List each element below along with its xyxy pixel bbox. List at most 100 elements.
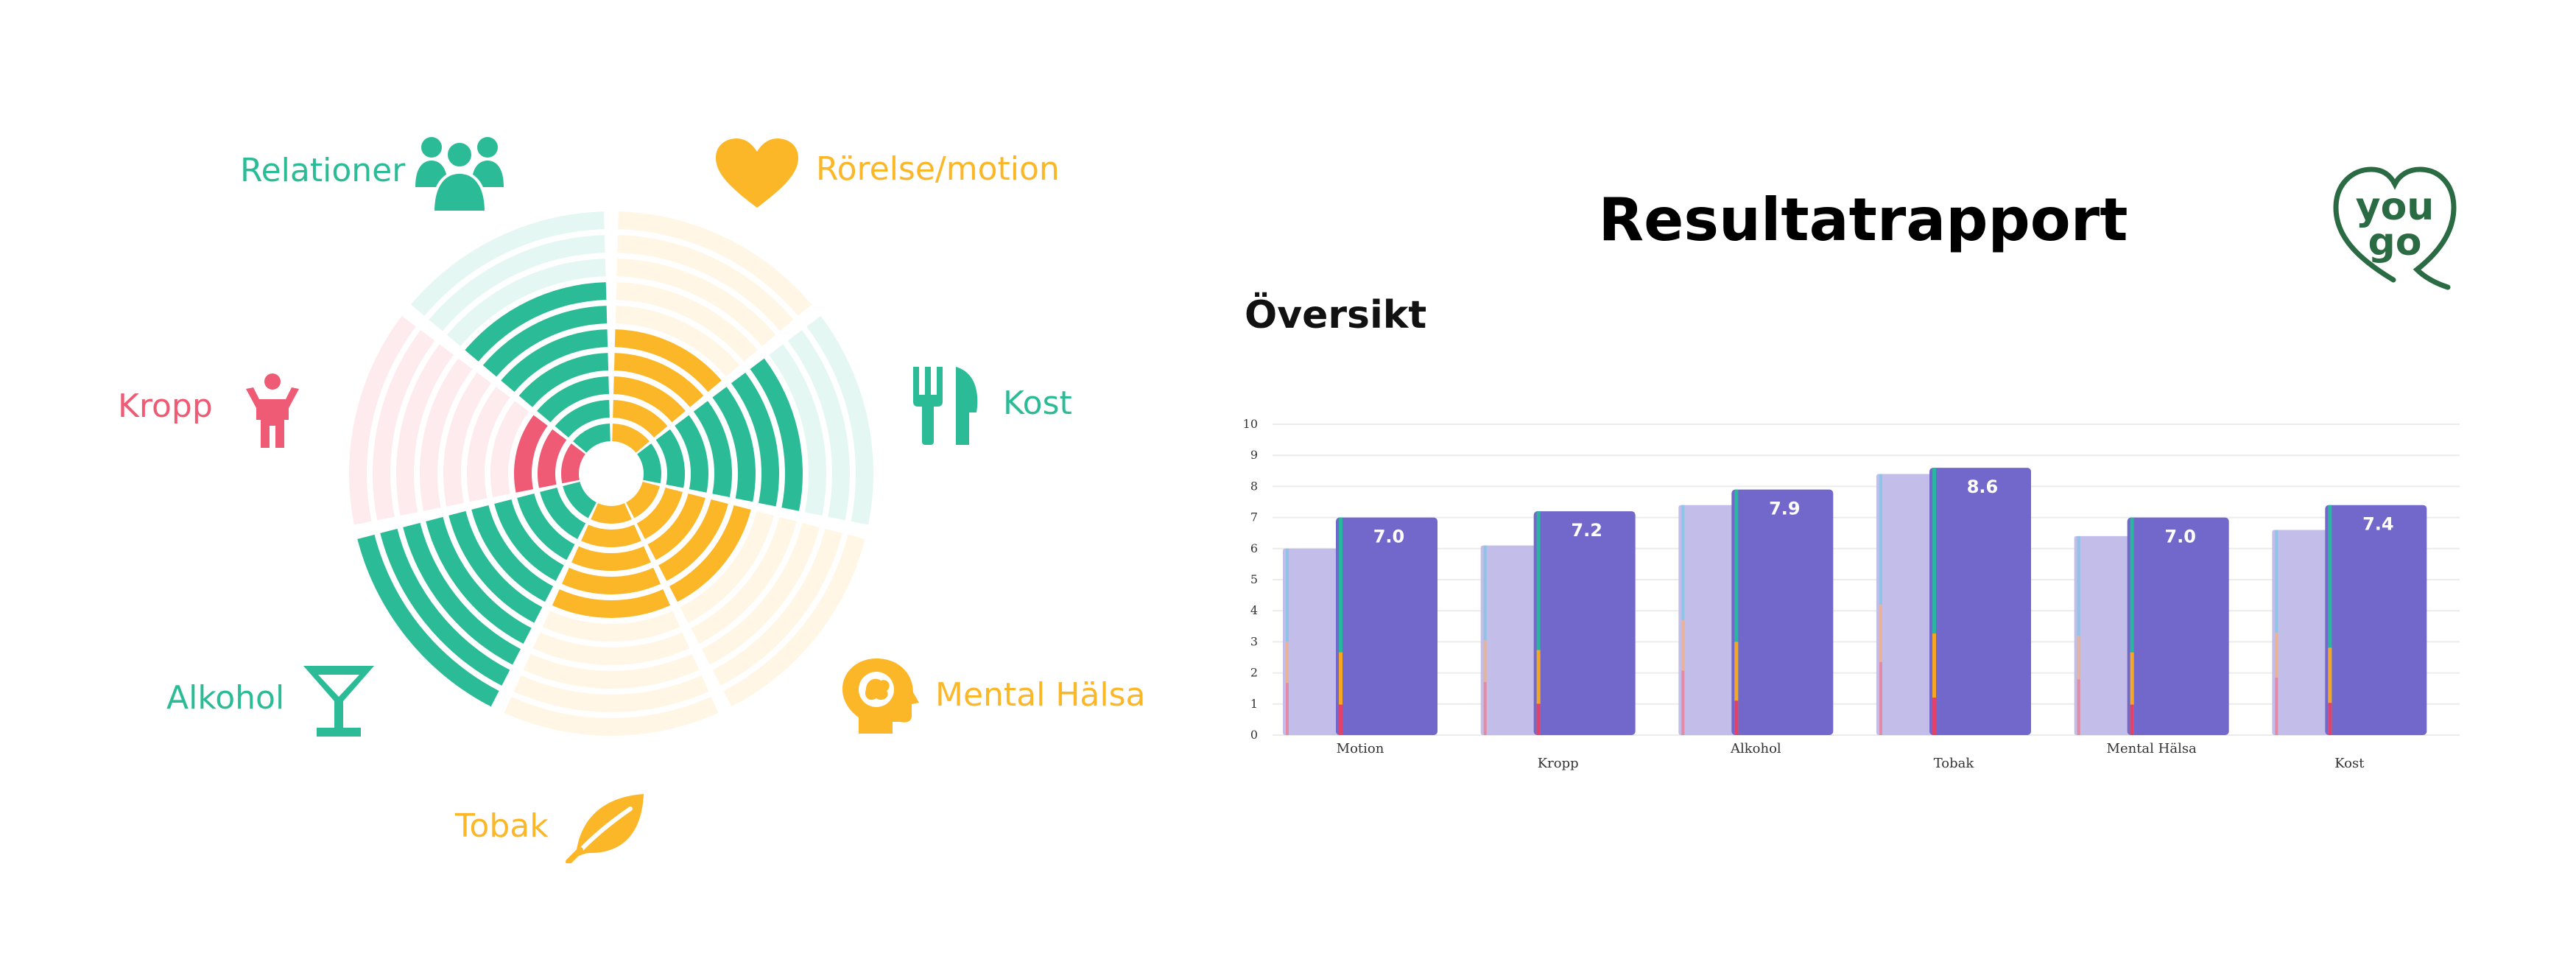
label-kropp: Kropp <box>118 387 213 425</box>
wheel-ring-empty <box>523 653 700 689</box>
wheel-ring-filled <box>581 524 641 548</box>
bar-front-stripe-base <box>1932 698 1936 735</box>
label-alkohol: Alkohol <box>166 679 285 717</box>
bar-back <box>1876 474 1934 735</box>
wheel-ring-empty <box>680 510 774 623</box>
y-tick-label: 4 <box>1250 603 1258 617</box>
wheel-ring-filled <box>637 443 661 484</box>
bar-front-stripe-inner <box>2328 647 2332 735</box>
bar-front-stripe <box>1932 468 1936 735</box>
yougo-logo: you go <box>2333 166 2457 290</box>
logo-text-you: you <box>2356 185 2435 229</box>
bar-front-stripe-inner <box>1536 650 1541 735</box>
wheel-ring-filled <box>571 546 651 571</box>
wheel-ring-filled <box>465 282 607 362</box>
y-tick-label: 6 <box>1250 541 1258 555</box>
bar-front-stripe-base <box>2130 704 2134 735</box>
x-category-label: Tobak <box>1934 756 1975 771</box>
y-tick-label: 2 <box>1250 666 1258 680</box>
label-mental-halsa: Mental Hälsa <box>935 676 1146 714</box>
wheel-ring-empty <box>410 211 605 316</box>
wheel-ring-empty <box>701 522 820 665</box>
bar-front-stripe <box>1339 517 1342 735</box>
wheel-ring-filled <box>613 376 686 423</box>
leaf-icon <box>566 794 644 863</box>
bar-back-stripe-base <box>1483 681 1487 735</box>
bar-data-label: 7.0 <box>2164 527 2196 547</box>
wheel-ring-filled <box>471 505 554 603</box>
wheel-ring-filled <box>426 516 532 644</box>
y-tick-label: 8 <box>1250 479 1258 493</box>
wheel-ring-empty <box>712 528 842 686</box>
wheel-ring-empty <box>504 697 719 736</box>
x-category-label: Mental Hälsa <box>2107 741 2197 756</box>
bar-back-stripe-base <box>1681 670 1685 735</box>
bar-front-stripe <box>1536 511 1541 735</box>
wheel-ring-filled <box>403 522 521 665</box>
x-category-label: Motion <box>1337 741 1384 756</box>
bar-front-stripe-base <box>1734 700 1739 735</box>
wheel-ring-filled <box>552 589 671 618</box>
wheel-ring-filled <box>573 424 610 453</box>
bar-front-stripe-inner <box>2130 652 2134 735</box>
bar-front-stripe <box>2130 517 2134 735</box>
bar-back <box>1283 548 1340 735</box>
bar-front <box>1929 468 2031 735</box>
person-icon <box>246 373 299 448</box>
report-title: Resultatrapport <box>1598 186 2128 254</box>
bar-back-stripe <box>2077 535 2080 735</box>
y-tick-label: 5 <box>1250 572 1258 586</box>
wheel-ring-filled <box>636 487 683 539</box>
wheel-ring-filled <box>563 481 597 519</box>
wheel-ring-filled <box>675 415 708 493</box>
wheel-ring-empty <box>443 372 492 507</box>
wheel-ring-filled <box>380 528 510 686</box>
bar-front-stripe-inner <box>1339 652 1342 735</box>
y-tick-label: 3 <box>1250 634 1258 648</box>
wheel-ring-filled <box>561 567 661 594</box>
wheel-ring-filled <box>357 534 499 707</box>
wheel-ring-filled <box>537 429 567 488</box>
wheel-ring-empty <box>615 306 740 377</box>
wheel-ring-filled <box>658 499 728 581</box>
wheel-ring-empty <box>420 358 473 511</box>
bar-data-label: 7.4 <box>2362 514 2394 535</box>
bar-back-stripe-base <box>1879 661 1882 735</box>
x-category-label: Kost <box>2334 756 2365 771</box>
label-relationer: Relationer <box>240 152 406 189</box>
wheel-ring-filled <box>613 400 668 438</box>
wheel-ring-empty <box>446 259 606 347</box>
bar-back <box>2272 530 2330 735</box>
wheel-ring-filled <box>514 415 548 493</box>
bar-data-label: 8.6 <box>1967 477 1999 497</box>
wheel-ring-filled <box>647 493 705 561</box>
wheel-ring-filled <box>518 353 609 407</box>
wheel-ring-filled <box>494 499 564 581</box>
wheel-ring-filled <box>555 400 610 438</box>
y-tick-label: 0 <box>1250 728 1258 742</box>
bar-back-stripe-base <box>1286 683 1289 735</box>
wheel-ring-empty <box>723 534 865 707</box>
fork-knife-icon <box>913 367 978 445</box>
wheel-ring-empty <box>769 344 826 516</box>
overview-bar-chart: 0 1 2 3 4 5 6 7 8 9 10 7.0 Motion 7.2 Kropp 7.9 Alkohol 8… <box>1243 417 2460 771</box>
bar-front <box>1533 511 1636 735</box>
x-category-label: Kropp <box>1538 756 1579 771</box>
wheel-ring-empty <box>532 632 690 666</box>
wheel-ring-empty <box>691 516 797 644</box>
wheel-ring-empty <box>616 282 758 362</box>
bar-front <box>2127 517 2229 735</box>
wheel-ring-empty <box>806 315 874 525</box>
bar-back <box>1480 545 1538 735</box>
wheel-ring-empty <box>467 387 510 502</box>
bar-back <box>2074 535 2132 735</box>
wheel-ring-filled <box>612 424 650 453</box>
bar-back-stripe-base <box>2275 678 2278 735</box>
bar-front <box>1336 517 1437 735</box>
x-category-label: Alkohol <box>1730 741 1781 756</box>
overview-subtitle: Översikt <box>1245 293 1427 337</box>
bar-front <box>2325 505 2427 735</box>
bar-front-stripe-base <box>1339 704 1342 735</box>
wheel-ring-empty <box>542 611 680 642</box>
bar-back-stripe-base <box>2077 679 2080 735</box>
